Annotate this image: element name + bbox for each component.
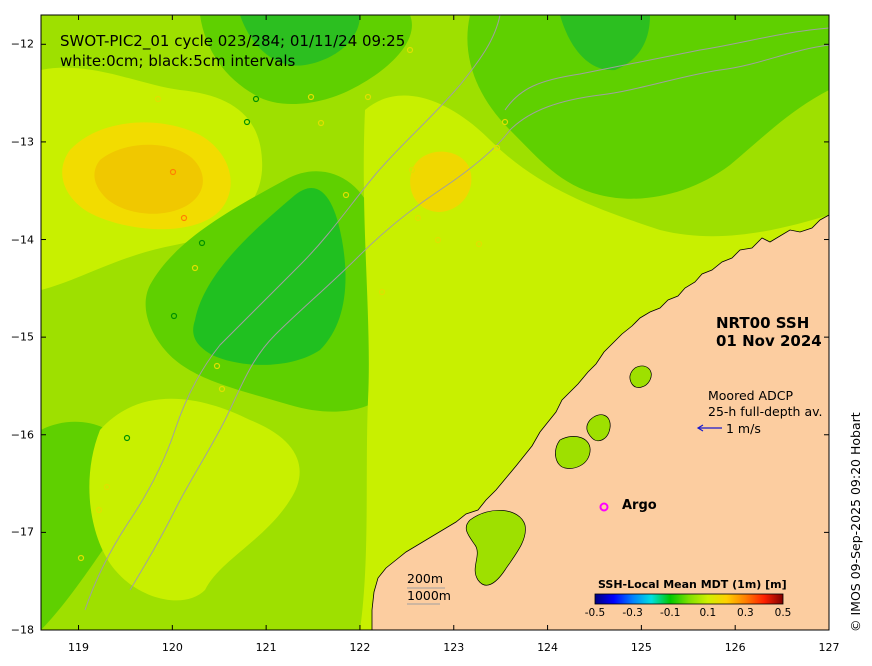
x-tick-label: 121 xyxy=(255,641,277,654)
plot-frame xyxy=(40,14,830,631)
bay-prince-regent xyxy=(629,365,652,388)
y-tick-label: −15 xyxy=(10,330,34,344)
isobath-shelf-edge xyxy=(504,27,829,111)
contour-legend: white:0cm; black:5cm intervals xyxy=(60,52,296,70)
y-tick-label: −17 xyxy=(10,525,34,539)
adcp-scale-label: 1 m/s xyxy=(726,421,761,436)
x-tick-label: 126 xyxy=(724,641,746,654)
colorbar-tick-label: -0.5 xyxy=(584,607,606,619)
ssh-region-low-north-core xyxy=(240,15,360,66)
isobath-label-200m: 200m xyxy=(407,571,444,586)
isobath-label-1000m: 1000m xyxy=(407,588,451,603)
isobath-200m xyxy=(129,44,829,591)
ssh-region-low-northeast xyxy=(467,15,829,199)
bay-king-sound xyxy=(465,509,526,586)
bay-collier xyxy=(555,436,591,469)
adcp-scale-arrow xyxy=(696,424,722,432)
colorbar-tick-label: 0.5 xyxy=(774,607,792,619)
imos-credit: © IMOS 09-Sep-2025 09:20 Hobart xyxy=(848,412,863,632)
colorbar-tick-label: -0.3 xyxy=(622,607,643,619)
isobath-1000m xyxy=(84,15,501,611)
colorbar-tick-label: 0.3 xyxy=(737,607,754,619)
y-tick-label: −12 xyxy=(10,37,34,51)
ssh-region-high-south xyxy=(89,398,300,601)
y-tick-label: −18 xyxy=(10,623,34,637)
x-tick-label: 120 xyxy=(161,641,183,654)
colorbar-tick-label: -0.1 xyxy=(659,607,681,619)
y-tick-label: −13 xyxy=(10,135,34,149)
x-tick-label: 119 xyxy=(68,641,90,654)
y-tick-label: −16 xyxy=(10,428,34,442)
x-tick-label: 124 xyxy=(537,641,559,654)
product-date: 01 Nov 2024 xyxy=(716,332,822,350)
x-tick-label: 127 xyxy=(818,641,840,654)
map-title: SWOT-PIC2_01 cycle 023/284; 01/11/24 09:… xyxy=(60,32,406,50)
bay-walcott xyxy=(586,414,611,442)
x-tick-label: 123 xyxy=(443,641,465,654)
ssh-region-peak-inner xyxy=(94,144,203,214)
adcp-label: Moored ADCP xyxy=(708,388,793,403)
colorbar-tick-label: 0.1 xyxy=(699,607,717,619)
x-tick-label: 122 xyxy=(349,641,371,654)
x-tick-label: 125 xyxy=(630,641,652,654)
ssh-region-peak-east xyxy=(410,151,472,212)
argo-label: Argo xyxy=(622,498,657,513)
swot-track-markers xyxy=(77,46,509,562)
colorbar-title: SSH-Local Mean MDT (1m) [m] xyxy=(598,578,787,591)
argo-marker xyxy=(599,502,609,512)
y-tick-label: −14 xyxy=(10,233,34,247)
ssh-region-low-northeast-core xyxy=(560,15,650,71)
adcp-averaging-label: 25-h full-depth av. xyxy=(708,404,823,419)
axis-tick-marks xyxy=(41,15,830,631)
product-name: NRT00 SSH xyxy=(716,314,810,332)
colorbar xyxy=(594,593,784,605)
ssh-region-low-central-core xyxy=(193,187,346,365)
